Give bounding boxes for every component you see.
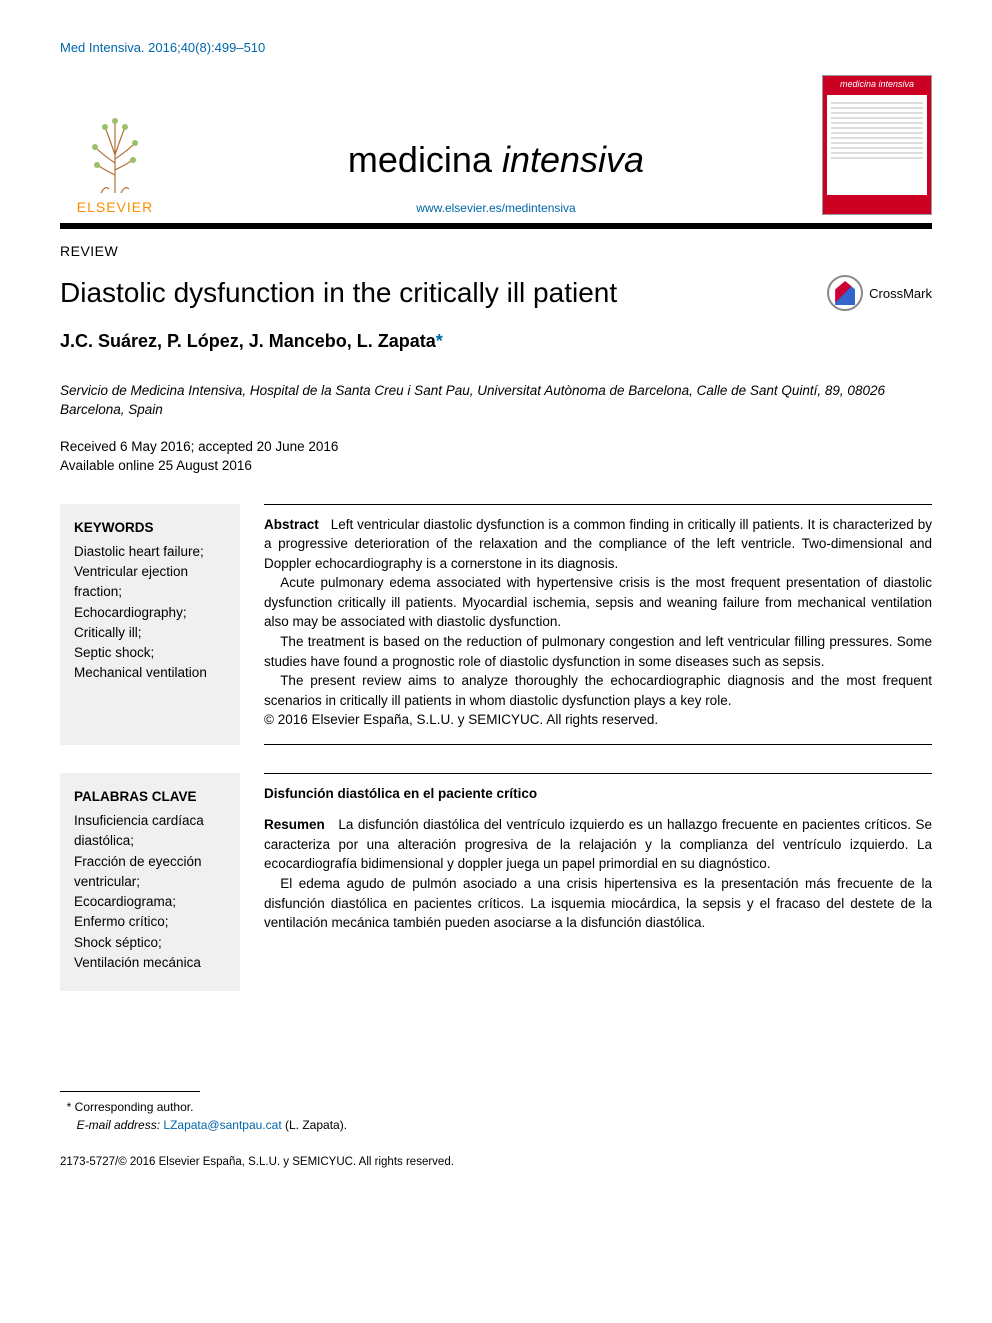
corresponding-marker: * — [436, 331, 443, 351]
journal-title-a: medicina — [348, 139, 502, 180]
abstract-bottom-rule — [264, 744, 932, 745]
resumen-top-rule — [264, 773, 932, 774]
resumen-label: Resumen — [264, 817, 325, 832]
abstract-p2: Acute pulmonary edema associated with hy… — [264, 573, 932, 632]
journal-url-link[interactable]: www.elsevier.es/medintensiva — [170, 201, 822, 215]
footnote-email-label: E-mail address: — [77, 1118, 160, 1132]
abstract-p1: Left ventricular diastolic dysfunction i… — [264, 517, 932, 571]
footnote: * Corresponding author. E-mail address: … — [60, 1098, 932, 1134]
journal-title: medicina intensiva — [170, 139, 822, 181]
resumen-p2: El edema agudo de pulmón asociado a una … — [264, 874, 932, 933]
keywords-heading: KEYWORDS — [74, 518, 226, 538]
header-rule — [60, 223, 932, 229]
crossmark-icon — [827, 275, 863, 311]
authors: J.C. Suárez, P. López, J. Mancebo, L. Za… — [60, 331, 932, 352]
palabras-sidebar: PALABRAS CLAVE Insuficiencia cardíaca di… — [60, 773, 240, 991]
crossmark-label: CrossMark — [869, 286, 932, 301]
resumen-body: Disfunción diastólica en el paciente crí… — [264, 773, 932, 991]
palabras-heading: PALABRAS CLAVE — [74, 787, 226, 807]
elsevier-logo: ELSEVIER — [60, 105, 170, 215]
abstract-top-rule — [264, 504, 932, 505]
crossmark-badge[interactable]: CrossMark — [827, 275, 932, 311]
article-title: Diastolic dysfunction in the critically … — [60, 277, 617, 309]
dates-online: Available online 25 August 2016 — [60, 457, 932, 476]
footnote-rule — [60, 1091, 200, 1092]
article-type: REVIEW — [60, 243, 932, 259]
cover-title: medicina intensiva — [823, 76, 931, 91]
footnote-email-who: (L. Zapata). — [285, 1118, 347, 1132]
elsevier-tree-icon — [75, 115, 155, 195]
corresponding-email-link[interactable]: LZapata@santpau.cat — [163, 1118, 281, 1132]
abstract-label: Abstract — [264, 517, 319, 532]
affiliation: Servicio de Medicina Intensiva, Hospital… — [60, 382, 932, 420]
journal-cover-thumbnail: medicina intensiva — [822, 75, 932, 215]
palabras-list: Insuficiencia cardíaca diastólica; Fracc… — [74, 811, 226, 973]
keywords-sidebar: KEYWORDS Diastolic heart failure; Ventri… — [60, 504, 240, 745]
abstract-copyright: © 2016 Elsevier España, S.L.U. y SEMICYU… — [264, 710, 932, 730]
abstract-p3: The treatment is based on the reduction … — [264, 632, 932, 671]
journal-citation: Med Intensiva. 2016;40(8):499–510 — [60, 40, 932, 55]
resumen-p1: La disfunción diastólica del ventrículo … — [264, 817, 932, 871]
resumen-title: Disfunción diastólica en el paciente crí… — [264, 784, 932, 804]
article-dates: Received 6 May 2016; accepted 20 June 20… — [60, 438, 932, 476]
journal-header: ELSEVIER medicina intensiva www.elsevier… — [60, 75, 932, 215]
keywords-list: Diastolic heart failure; Ventricular eje… — [74, 542, 226, 684]
dates-received: Received 6 May 2016; accepted 20 June 20… — [60, 438, 932, 457]
elsevier-wordmark: ELSEVIER — [77, 199, 153, 215]
journal-title-b: intensiva — [502, 139, 644, 180]
author-list: J.C. Suárez, P. López, J. Mancebo, L. Za… — [60, 331, 436, 351]
page-copyright: 2173-5727/© 2016 Elsevier España, S.L.U.… — [60, 1156, 932, 1168]
abstract-body: Abstract Left ventricular diastolic dysf… — [264, 504, 932, 745]
footnote-corresponding: Corresponding author. — [75, 1100, 194, 1114]
abstract-p4: The present review aims to analyze thoro… — [264, 671, 932, 710]
